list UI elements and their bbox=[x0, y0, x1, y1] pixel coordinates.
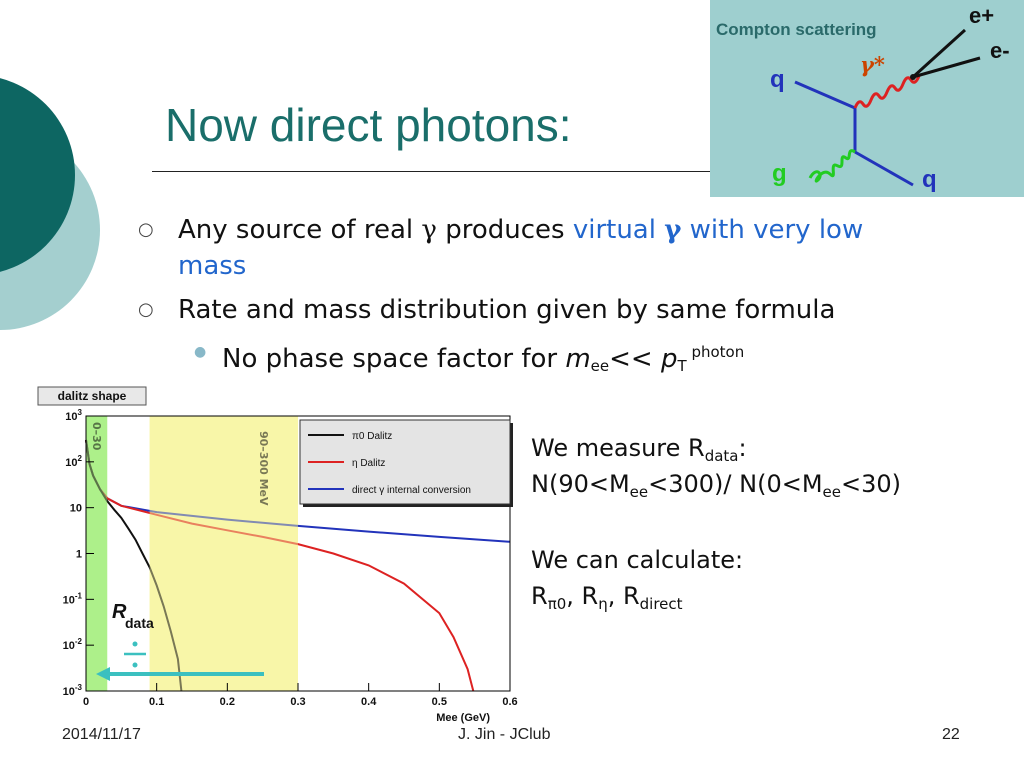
band-overlay bbox=[149, 416, 298, 691]
feynman-diagram: Compton scattering q q g γ* e+ e- bbox=[710, 0, 1024, 197]
electron-line bbox=[912, 56, 981, 79]
measure-text: <30) bbox=[841, 470, 902, 498]
subscript: ee bbox=[590, 357, 610, 375]
ring-bullet-icon: ○ bbox=[138, 299, 154, 320]
incoming-quark-line bbox=[794, 80, 856, 110]
label-virtual-photon: γ* bbox=[860, 52, 885, 77]
subscript: direct bbox=[639, 595, 683, 613]
subscript: π0 bbox=[547, 595, 567, 613]
annotation-rdata: R bbox=[112, 601, 127, 623]
bullet-text: produces bbox=[436, 215, 573, 245]
dark-teal-circle bbox=[0, 78, 75, 272]
chart-svg: dalitz shape 0–30 90–300 MeV 0 0.1 0.2 0.3 0.4 0… bbox=[37, 386, 518, 724]
label-gluon: g bbox=[772, 160, 787, 187]
y-tick-label: 1 bbox=[76, 549, 82, 561]
gamma-symbol: γ bbox=[664, 215, 682, 245]
highlight-text: virtual bbox=[572, 215, 665, 245]
label-electron: e- bbox=[990, 38, 1010, 63]
subscript: η bbox=[598, 595, 608, 613]
label-q-out: q bbox=[922, 166, 937, 193]
x-tick-label: 0 bbox=[83, 696, 89, 708]
bullet-text: Any source of real bbox=[178, 215, 422, 245]
measure-text: : bbox=[738, 434, 747, 462]
ratio-dot bbox=[132, 641, 138, 647]
vertex-dot bbox=[910, 74, 916, 80]
calculate-line-1: We can calculate: bbox=[531, 546, 744, 574]
y-tick-label: 103 bbox=[65, 408, 82, 423]
x-tick-label: 0.6 bbox=[502, 696, 517, 708]
dalitz-chart: dalitz shape 0–30 90–300 MeV 0 0.1 0.2 0.3 0.4 0… bbox=[36, 386, 530, 724]
highlight-text: with very low mass bbox=[178, 215, 864, 281]
subscript: T bbox=[677, 357, 687, 375]
dot-bullet-icon: ● bbox=[194, 344, 207, 360]
math-p: p bbox=[660, 344, 678, 374]
x-tick-label: 0.2 bbox=[220, 696, 235, 708]
diagram-background bbox=[710, 0, 1024, 197]
chart-title-box bbox=[37, 386, 147, 406]
sub-bullet-text: << bbox=[609, 344, 661, 374]
legend-label: direct γ internal conversion bbox=[352, 485, 471, 496]
y-tick-label: 10-2 bbox=[63, 637, 83, 652]
x-tick-label: 0.4 bbox=[361, 696, 377, 708]
y-tick-label: 102 bbox=[65, 454, 82, 469]
math-m: m bbox=[565, 344, 591, 374]
virtual-photon-line bbox=[853, 75, 921, 109]
title-divider bbox=[152, 171, 712, 172]
slide-title: Now direct photons: bbox=[165, 99, 572, 151]
outgoing-quark-line bbox=[854, 150, 914, 187]
arrow-head bbox=[96, 667, 110, 681]
footer-author: J. Jin - JClub bbox=[458, 726, 551, 743]
annotation-rdata-sub: data bbox=[125, 615, 154, 631]
decorative-circles bbox=[0, 78, 100, 330]
y-tick-label: 10 bbox=[70, 503, 82, 515]
legend-label: π0 Dalitz bbox=[352, 431, 392, 442]
positron-line bbox=[911, 28, 967, 79]
calc-text: , R bbox=[607, 582, 640, 610]
label-positron: e+ bbox=[969, 3, 995, 28]
band-overlay bbox=[86, 416, 108, 691]
measure-line-1: We measure Rdata: bbox=[531, 434, 747, 465]
diagram-title: Compton scattering bbox=[716, 20, 877, 39]
x-axis-label: Mee (GeV) bbox=[436, 712, 490, 724]
measure-text: <300)/ N(0<M bbox=[648, 470, 823, 498]
gamma-symbol: γ bbox=[421, 215, 437, 245]
shaded-band bbox=[86, 416, 108, 691]
bullet-text: Rate and mass distribution given by same… bbox=[178, 295, 836, 325]
bullet-item: ○ Rate and mass distribution given by sa… bbox=[138, 292, 928, 328]
x-tick-label: 0.3 bbox=[290, 696, 305, 708]
footer-page-number: 22 bbox=[942, 726, 960, 743]
calc-text: , R bbox=[566, 582, 599, 610]
y-tick-label: 10-1 bbox=[63, 591, 83, 606]
measure-text: We measure R bbox=[531, 434, 705, 462]
x-tick-label: 0.5 bbox=[432, 696, 447, 708]
chart-title: dalitz shape bbox=[58, 389, 127, 403]
bullet-item: ○ Any source of real γ produces virtual … bbox=[138, 212, 928, 284]
subscript: data bbox=[704, 447, 739, 465]
subscript: ee bbox=[629, 483, 649, 501]
measure-line-2: N(90<Mee<300)/ N(0<Mee<30) bbox=[531, 470, 901, 501]
y-tick-label: 10-3 bbox=[63, 683, 83, 698]
ratio-dot bbox=[132, 662, 138, 668]
band-label: 0–30 bbox=[90, 422, 103, 451]
label-q-in: q bbox=[770, 66, 785, 93]
band-label: 90–300 MeV bbox=[257, 431, 270, 506]
series-line bbox=[85, 439, 183, 692]
legend-label: η Dalitz bbox=[352, 458, 385, 469]
gluon-line bbox=[808, 149, 856, 183]
ring-bullet-icon: ○ bbox=[138, 219, 154, 240]
calculate-line-2: Rπ0, Rη, Rdirect bbox=[531, 582, 683, 613]
feynman-diagram-drawing bbox=[710, 0, 1024, 197]
sub-bullet-item: ● No phase space factor for mee<< pT pho… bbox=[184, 334, 884, 384]
superscript: photon bbox=[686, 343, 745, 361]
footer-date: 2014/11/17 bbox=[62, 726, 141, 743]
x-tick-label: 0.1 bbox=[149, 696, 164, 708]
sub-bullet-text: No phase space factor for bbox=[222, 344, 566, 374]
calc-text: R bbox=[531, 582, 548, 610]
subscript: ee bbox=[822, 483, 842, 501]
measure-text: N(90<M bbox=[531, 470, 630, 498]
